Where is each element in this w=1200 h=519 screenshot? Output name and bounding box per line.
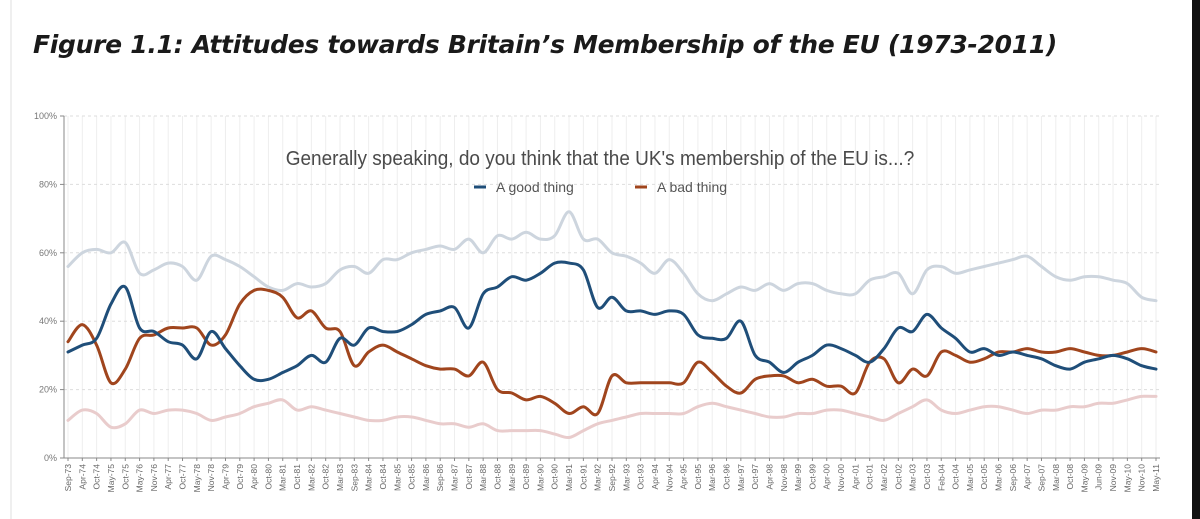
x-tick-label: Oct-91 bbox=[578, 464, 588, 490]
x-tick-label: Mar-90 bbox=[535, 464, 545, 491]
x-tick-label: Apr-01 bbox=[850, 464, 860, 490]
x-tick-label: Mar-82 bbox=[306, 464, 316, 491]
x-tick-label: Oct-08 bbox=[1065, 464, 1075, 490]
x-tick-label: Apr-77 bbox=[163, 464, 173, 490]
x-tick-label: Mar-85 bbox=[392, 464, 402, 491]
x-tick-label: Mar-92 bbox=[593, 464, 603, 491]
x-tick-label: May-10 bbox=[1122, 464, 1132, 493]
x-tick-label: Apr-07 bbox=[1022, 464, 1032, 490]
chart-title: Generally speaking, do you think that th… bbox=[286, 147, 915, 170]
x-tick-label: Nov-78 bbox=[206, 464, 216, 492]
y-tick-label: 60% bbox=[39, 248, 57, 258]
x-tick-label: Oct-99 bbox=[807, 464, 817, 490]
x-tick-label: Mar-86 bbox=[421, 464, 431, 491]
x-tick-label: Oct-95 bbox=[693, 464, 703, 490]
x-tick-label: Oct-96 bbox=[722, 464, 732, 490]
x-tick-label: Mar-06 bbox=[994, 464, 1004, 491]
x-tick-label: Oct-77 bbox=[178, 464, 188, 490]
x-tick-label: Apr-79 bbox=[220, 464, 230, 490]
x-tick-label: Oct-01 bbox=[865, 464, 875, 490]
y-tick-label: 40% bbox=[39, 316, 57, 326]
figure-title: Figure 1.1: Attitudes towards Britain’s … bbox=[33, 30, 1058, 59]
x-tick-label: Apr-94 bbox=[650, 464, 660, 490]
x-tick-label: Nov-10 bbox=[1137, 464, 1147, 492]
x-tick-label: Mar-88 bbox=[478, 464, 488, 491]
x-tick-label: Sep-83 bbox=[349, 464, 359, 492]
x-tick-label: Oct-81 bbox=[292, 464, 302, 490]
x-tick-label: May-75 bbox=[106, 464, 116, 493]
x-tick-label: Mar-91 bbox=[564, 464, 574, 491]
x-tick-label: Oct-93 bbox=[636, 464, 646, 490]
x-tick-label: Mar-03 bbox=[908, 464, 918, 491]
x-tick-label: Oct-97 bbox=[750, 464, 760, 490]
x-tick-label: Oct-87 bbox=[464, 464, 474, 490]
series-line-upper bbox=[66, 210, 1158, 303]
x-tick-label: Mar-93 bbox=[621, 464, 631, 491]
x-tick-label: Oct-84 bbox=[378, 464, 388, 490]
series-line-lower bbox=[66, 394, 1158, 440]
x-tick-label: Oct-89 bbox=[521, 464, 531, 490]
y-tick-label: 0% bbox=[44, 453, 57, 463]
x-tick-label: Mar-08 bbox=[1051, 464, 1061, 491]
series-line-good bbox=[66, 260, 1158, 383]
x-tick-label: Oct-80 bbox=[263, 464, 273, 490]
x-tick-label: Mar-83 bbox=[335, 464, 345, 491]
x-tick-label: Oct-82 bbox=[321, 464, 331, 490]
x-tick-label: Apr-74 bbox=[77, 464, 87, 490]
x-tick-label: May-11 bbox=[1151, 464, 1161, 492]
series-line-bad bbox=[66, 287, 1158, 417]
x-tick-label: Nov-76 bbox=[149, 464, 159, 492]
x-tick-label: Oct-03 bbox=[922, 464, 932, 490]
x-tick-label: Mar-87 bbox=[450, 464, 460, 491]
x-tick-label: May-78 bbox=[192, 464, 202, 493]
x-tick-label: Mar-81 bbox=[278, 464, 288, 491]
x-tick-label: Nov-94 bbox=[664, 464, 674, 492]
x-tick-label: Oct-04 bbox=[951, 464, 961, 490]
x-tick-label: Oct-85 bbox=[407, 464, 417, 490]
x-tick-label: Jun-09 bbox=[1094, 464, 1104, 490]
x-tick-label: Oct-79 bbox=[235, 464, 245, 490]
x-tick-label: Sep-73 bbox=[63, 464, 73, 492]
x-tick-label: Nov-98 bbox=[779, 464, 789, 492]
x-tick-label: Mar-96 bbox=[707, 464, 717, 491]
y-tick-label: 20% bbox=[39, 385, 57, 395]
x-tick-label: Oct-88 bbox=[492, 464, 502, 490]
x-tick-label: Sep-07 bbox=[1036, 464, 1046, 492]
y-tick-label: 80% bbox=[39, 179, 57, 189]
x-tick-label: Mar-84 bbox=[364, 464, 374, 491]
x-tick-label: Oct-74 bbox=[92, 464, 102, 490]
x-tick-label: Mar-05 bbox=[965, 464, 975, 491]
legend-label: A bad thing bbox=[657, 179, 727, 195]
x-tick-label: Sep-86 bbox=[435, 464, 445, 492]
x-tick-label: Mar-99 bbox=[793, 464, 803, 491]
page-left-border bbox=[10, 0, 12, 519]
page-right-edge bbox=[1164, 0, 1200, 519]
x-tick-label: Mar-02 bbox=[879, 464, 889, 491]
x-tick-label: Oct-75 bbox=[120, 464, 130, 490]
x-tick-label: May-09 bbox=[1079, 464, 1089, 493]
x-tick-label: Sep-06 bbox=[1008, 464, 1018, 492]
line-chart: 0% 20% 40% 60% 80% 100% Sep-73 Apr-74 Oct-74 May-… bbox=[34, 111, 1161, 493]
x-tick-label: Feb-04 bbox=[936, 464, 946, 491]
x-tick-label: Oct-90 bbox=[550, 464, 560, 490]
x-tick-label: Nov-09 bbox=[1108, 464, 1118, 492]
x-tick-label: Mar-89 bbox=[507, 464, 517, 491]
x-tick-label: Apr-80 bbox=[249, 464, 259, 490]
y-tick-label: 100% bbox=[34, 111, 57, 121]
legend-item-good: A good thing bbox=[474, 179, 574, 195]
legend-item-bad: A bad thing bbox=[635, 179, 727, 195]
x-tick-label: Oct-05 bbox=[979, 464, 989, 490]
legend-label: A good thing bbox=[496, 179, 574, 195]
x-tick-label: Apr-98 bbox=[764, 464, 774, 490]
x-tick-label: Mar-97 bbox=[736, 464, 746, 491]
x-tick-label: Oct-02 bbox=[893, 464, 903, 490]
x-tick-label: Apr-00 bbox=[822, 464, 832, 490]
x-tick-label: Nov-00 bbox=[836, 464, 846, 492]
x-tick-label: May-76 bbox=[135, 464, 145, 493]
x-tick-label: Sep-92 bbox=[607, 464, 617, 492]
x-tick-label: Apr-95 bbox=[679, 464, 689, 490]
